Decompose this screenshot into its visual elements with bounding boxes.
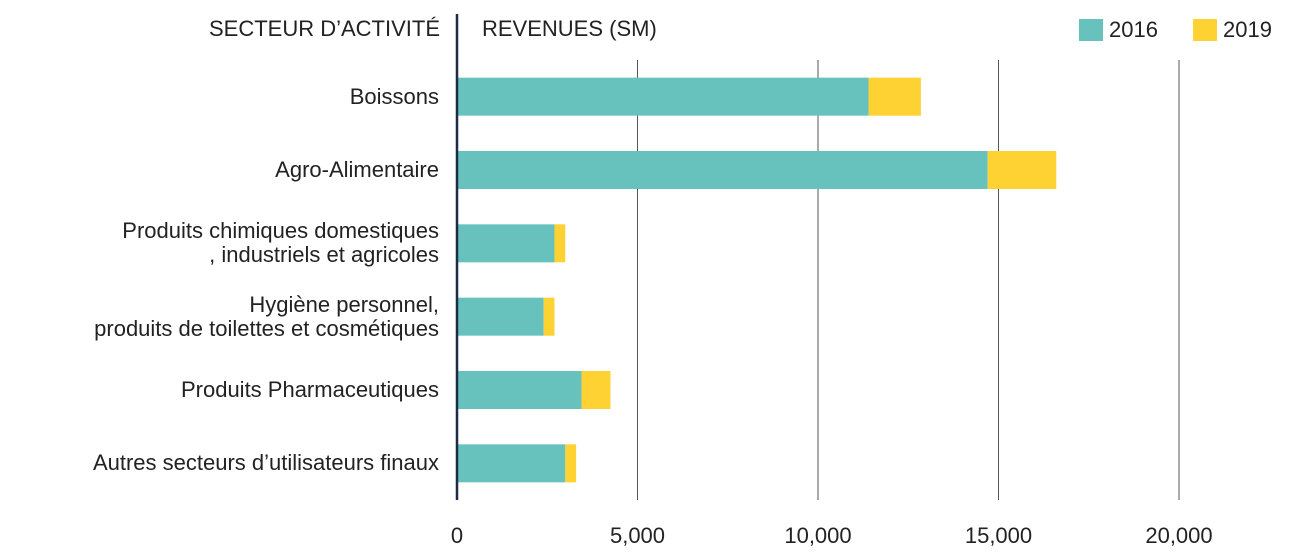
- y-tick-label: Produits chimiques domestiques , industr…: [122, 218, 439, 268]
- bar: [457, 224, 555, 263]
- bar: [565, 444, 577, 483]
- x-axis-title: REVENUES (SM): [482, 16, 657, 41]
- bar: [457, 77, 869, 116]
- y-tick-label: Produits Pharmaceutiques: [180, 377, 439, 402]
- legend-swatch: [1193, 19, 1217, 41]
- x-tick-label: 5,000: [610, 523, 665, 548]
- x-tick-label: 15,000: [965, 523, 1032, 548]
- bar: [868, 77, 921, 116]
- y-tick-label: Agro-Alimentaire: [275, 157, 439, 182]
- bar: [554, 224, 566, 263]
- bar: [581, 371, 611, 409]
- legend-label: 2019: [1223, 17, 1272, 42]
- y-axis-title: SECTEUR D’ACTIVITÉ: [209, 16, 440, 41]
- x-tick-label: 10,000: [784, 523, 851, 548]
- bar: [987, 151, 1057, 189]
- y-tick-label: Hygiène personnel, produits de toilettes…: [94, 291, 439, 341]
- legend-swatch: [1079, 19, 1103, 41]
- bar: [457, 444, 566, 483]
- y-tick-label: Autres secteurs d’utilisateurs finaux: [92, 450, 439, 476]
- y-tick-label: Boissons: [349, 83, 439, 109]
- bar: [457, 151, 988, 189]
- x-tick-label: 20,000: [1145, 523, 1212, 548]
- legend-label: 2016: [1109, 17, 1158, 42]
- bar: [543, 297, 555, 336]
- bar: [457, 297, 544, 336]
- x-tick-label: 0: [451, 523, 463, 548]
- bar: [457, 371, 582, 409]
